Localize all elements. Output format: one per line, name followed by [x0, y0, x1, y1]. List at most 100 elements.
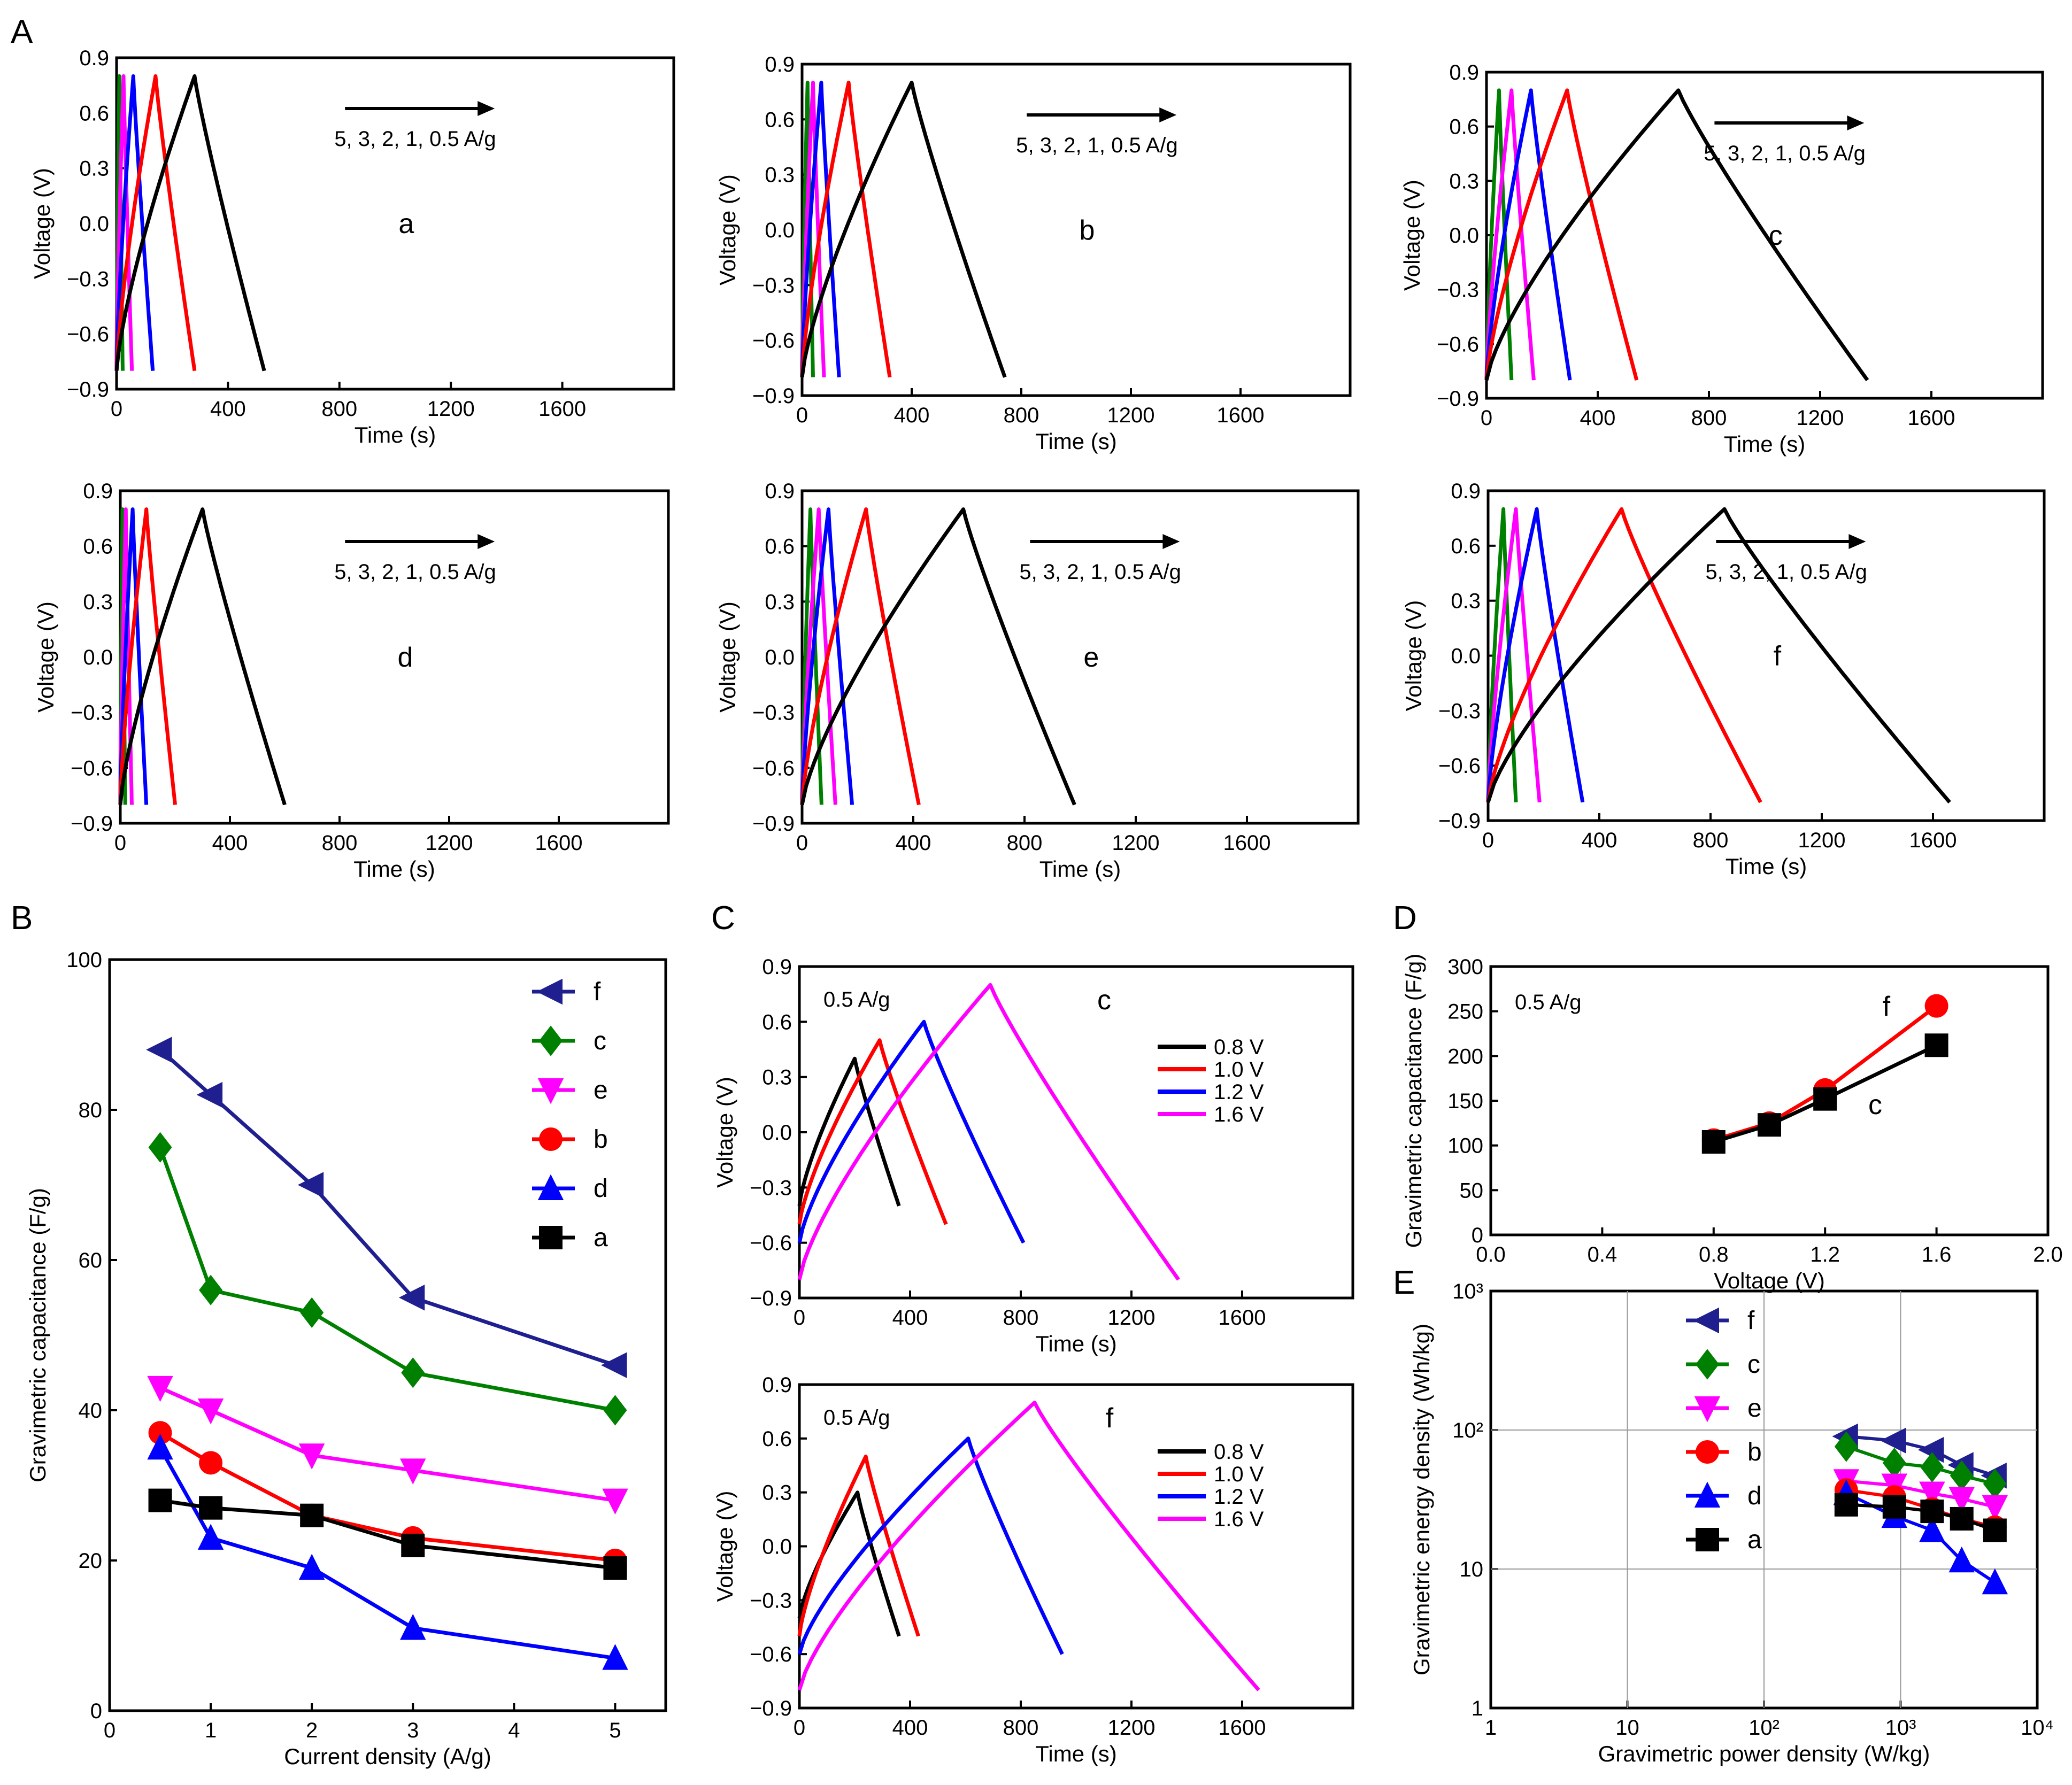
marker-square [1882, 1495, 1906, 1519]
curve-set-label: f [1774, 641, 1782, 672]
panel-label-A: A [11, 13, 33, 50]
marker-circle [199, 1451, 223, 1475]
curve-1-a-g [114, 74, 197, 372]
curve-1-6-v [797, 983, 1180, 1281]
y-tick-label: 0.0 [83, 646, 113, 669]
y-tick-label: 0.0 [1451, 645, 1481, 668]
marker-triangle-up [537, 1174, 564, 1200]
y-tick-label: 0.3 [762, 1066, 792, 1089]
x-tick-label: 400 [1582, 829, 1617, 852]
y-axis-label: Voltage (V) [33, 601, 58, 713]
y-axis-label: Voltage (V) [1401, 600, 1426, 712]
marker-diamond [603, 1395, 627, 1426]
curve-0-5-a-g [1486, 507, 1951, 803]
x-tick-label: 0 [794, 1306, 805, 1330]
rate-note: 0.5 A/g [823, 1406, 890, 1429]
marker-square [1696, 1528, 1719, 1551]
x-axis-label: Voltage (V) [1714, 1268, 1825, 1293]
curve-set-label: b [1080, 215, 1095, 246]
x-tick-label: 0 [794, 1716, 805, 1740]
x-tick-label: 2 [306, 1719, 318, 1742]
marker-circle [539, 1127, 563, 1151]
y-axis-label: Voltage (V) [715, 601, 740, 713]
marker-triangle-down [1982, 1495, 2008, 1521]
y-tick-label: −0.9 [750, 1697, 792, 1720]
curve-set-label: c [1097, 985, 1111, 1016]
marker-triangle-left [1917, 1436, 1944, 1463]
panel-label-B: B [11, 900, 33, 937]
y-tick-label: 0.9 [79, 47, 109, 70]
y-tick-label: −0.9 [750, 1287, 792, 1310]
marker-triangle-up [147, 1433, 173, 1460]
legend-label: c [594, 1027, 606, 1055]
marker-diamond [199, 1274, 223, 1305]
curve-3-a-g [118, 507, 134, 805]
x-tick-label: 1600 [1223, 831, 1271, 855]
legend-label: e [594, 1076, 608, 1104]
marker-square [199, 1496, 223, 1520]
marker-triangle-down [1694, 1396, 1721, 1423]
curve-1-a-g [1484, 88, 1639, 381]
rate-annotation: 5, 3, 2, 1, 0.5 A/g [1704, 142, 1865, 165]
marker-triangle-up [197, 1524, 224, 1550]
marker-triangle-up [1694, 1481, 1721, 1508]
x-tick-label: 800 [1003, 1716, 1039, 1740]
y-tick-label: 300 [1447, 955, 1483, 979]
y-tick-label: 0.3 [83, 590, 113, 614]
curve-1-a-g [1486, 507, 1762, 803]
marker-triangle-down [1948, 1487, 1975, 1513]
curve-2-a-g [1484, 88, 1572, 381]
curve-0-5-a-g [114, 74, 266, 372]
x-axis-label: Gravimetric power density (W/kg) [1598, 1741, 1930, 1766]
x-tick-label: 1 [1485, 1716, 1497, 1740]
curve-0-5-a-g [118, 507, 287, 806]
y-tick-label: 0.3 [762, 1481, 792, 1505]
y-tick-label: 0.9 [83, 480, 113, 503]
x-tick-label: 1200 [1112, 831, 1160, 855]
marker-square [1834, 1493, 1858, 1517]
marker-square [1813, 1087, 1837, 1111]
y-tick-label: −0.3 [67, 267, 109, 291]
y-tick-label: 0.6 [765, 535, 795, 559]
legend-label: b [1747, 1438, 1762, 1466]
curve-5-a-g [1484, 88, 1514, 381]
marker-circle [1924, 994, 1948, 1018]
x-tick-label: 0.0 [1476, 1243, 1506, 1266]
x-tick-label: 1200 [1798, 829, 1846, 852]
y-tick-label: 0.6 [83, 535, 113, 559]
legend-label: d [1747, 1482, 1762, 1510]
curve-1-a-g [118, 507, 177, 805]
x-tick-label: 10⁴ [2021, 1716, 2054, 1740]
legend-label: c [1747, 1350, 1760, 1379]
marker-diamond [1696, 1349, 1719, 1380]
marker-diamond [1950, 1460, 1974, 1491]
y-tick-label: 0 [90, 1699, 102, 1723]
y-tick-label: −0.6 [71, 756, 113, 780]
x-tick-label: 10 [1615, 1716, 1639, 1740]
curve-5-a-g [800, 507, 823, 805]
panel-label-C: C [711, 900, 735, 937]
curve-1-2-v [797, 1019, 1026, 1244]
x-axis-label: Time (s) [355, 422, 436, 447]
marker-square [1950, 1506, 1974, 1531]
rate-annotation: 5, 3, 2, 1, 0.5 A/g [1705, 560, 1867, 584]
rate-arrow-head [1159, 107, 1177, 122]
y-tick-label: 10³ [1452, 1280, 1483, 1303]
curve-set-label: a [398, 208, 414, 239]
y-tick-label: 20 [79, 1549, 103, 1573]
x-axis-label: Time (s) [1035, 1331, 1116, 1356]
y-tick-label: 0 [1472, 1224, 1483, 1247]
x-tick-label: 0 [111, 397, 122, 421]
marker-triangle-up [602, 1644, 628, 1670]
marker-triangle-down [147, 1376, 173, 1402]
legend-label: 1.6 V [1214, 1508, 1264, 1531]
y-tick-label: −0.3 [752, 701, 795, 725]
marker-diamond [148, 1132, 172, 1163]
y-axis-label: Voltage (V) [715, 174, 740, 285]
marker-triangle-left [297, 1172, 324, 1198]
curve-0-5-a-g [1484, 88, 1869, 382]
y-tick-label: 0.9 [762, 1373, 792, 1397]
y-tick-label: 0.9 [765, 480, 795, 503]
y-tick-label: 0.3 [1451, 590, 1481, 613]
y-tick-label: −0.6 [750, 1643, 792, 1666]
